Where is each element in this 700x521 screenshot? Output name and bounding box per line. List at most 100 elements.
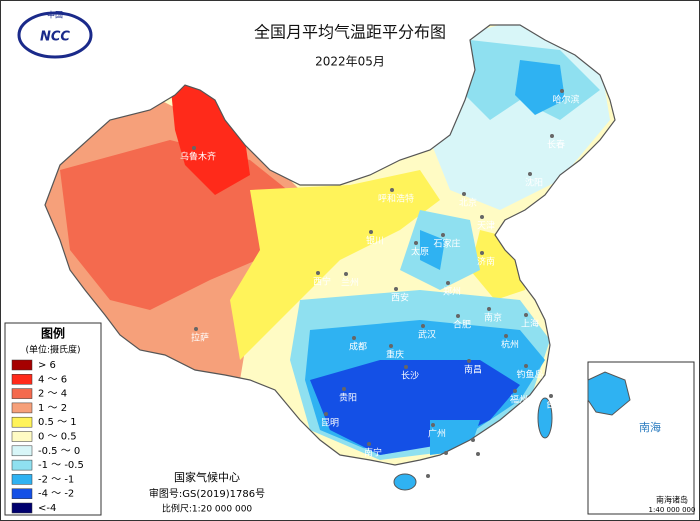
city-label: 广州 bbox=[428, 428, 446, 440]
city-dot bbox=[524, 313, 528, 317]
city-label: 南宁 bbox=[364, 447, 382, 459]
city-dot bbox=[513, 389, 517, 393]
city-dot bbox=[504, 334, 508, 338]
anomaly-region bbox=[515, 60, 565, 115]
city-label: 贵阳 bbox=[339, 392, 357, 404]
city-label: 香港 bbox=[468, 443, 486, 455]
city-label: 台北 bbox=[546, 399, 564, 411]
city-label: 郑州 bbox=[443, 286, 461, 298]
city-dot bbox=[389, 344, 393, 348]
city-dot bbox=[192, 146, 196, 150]
footer-approval: 审图号:GS(2019)1786号 bbox=[149, 487, 265, 500]
legend-title: 图例 bbox=[41, 326, 65, 341]
city-dot bbox=[462, 192, 466, 196]
city-label: 西宁 bbox=[313, 276, 331, 288]
legend-label: -1 ～ -0.5 bbox=[38, 460, 84, 471]
city-dot bbox=[480, 251, 484, 255]
city-dot bbox=[446, 281, 450, 285]
legend: 图例 (单位:摄氏度) > 6 4 ～ 6 2 ～ 4 1 ～ 2 0.5 ～ 1 0 ～… bbox=[4, 322, 102, 516]
taiwan bbox=[537, 397, 553, 439]
legend-label: 1 ～ 2 bbox=[38, 403, 67, 414]
city-label: 钓鱼岛 bbox=[516, 369, 543, 381]
city-label: 上海 bbox=[521, 318, 539, 330]
inset-sea: 南海 bbox=[639, 420, 661, 434]
city-dot bbox=[560, 89, 564, 93]
city-label: 成都 bbox=[349, 341, 367, 353]
city-dot bbox=[426, 474, 430, 478]
legend-swatch bbox=[11, 445, 33, 457]
city-label: 南京 bbox=[484, 312, 502, 324]
legend-swatch bbox=[11, 431, 33, 442]
legend-label: <-4 bbox=[38, 503, 56, 514]
city-label: 拉萨 bbox=[191, 332, 209, 344]
city-dot bbox=[344, 272, 348, 276]
legend-label: > 6 bbox=[38, 360, 56, 371]
city-label: 东沙群岛 bbox=[464, 457, 500, 469]
city-label: 沈阳 bbox=[525, 177, 543, 189]
city-dot bbox=[404, 365, 408, 369]
footer-scale: 比例尺:1:20 000 000 bbox=[162, 503, 253, 515]
city-dot bbox=[441, 233, 445, 237]
legend-unit: (单位:摄氏度) bbox=[25, 344, 80, 356]
legend-swatch bbox=[11, 502, 33, 514]
logo-top: 中国 bbox=[47, 10, 63, 20]
legend-swatch bbox=[11, 416, 33, 428]
legend-label: 0 ～ 0.5 bbox=[38, 432, 77, 443]
city-label: 太原 bbox=[411, 246, 429, 258]
anomaly-region bbox=[170, 80, 250, 195]
city-dot bbox=[414, 241, 418, 245]
city-label: 杭州 bbox=[501, 339, 519, 351]
city-dot bbox=[487, 307, 491, 311]
city-dot bbox=[390, 188, 394, 192]
inset-scale: 1:40 000 000 bbox=[649, 506, 696, 514]
legend-swatch bbox=[11, 459, 33, 471]
city-dot bbox=[467, 359, 471, 363]
city-dot bbox=[524, 364, 528, 368]
city-dot bbox=[476, 452, 480, 456]
city-dot bbox=[471, 438, 475, 442]
city-label: 长春 bbox=[547, 139, 565, 151]
city-label: 南昌 bbox=[464, 364, 482, 376]
city-dot bbox=[480, 215, 484, 219]
city-dot bbox=[431, 423, 435, 427]
city-label: 兰州 bbox=[341, 277, 359, 289]
logo: 中国 NCC bbox=[17, 10, 93, 59]
subtitle: 2022年05月 bbox=[315, 55, 385, 69]
legend-label: 0.5 ～ 1 bbox=[38, 417, 77, 428]
city-dot bbox=[369, 230, 373, 234]
city-label: 澳门 bbox=[441, 456, 459, 468]
city-label: 呼和浩特 bbox=[378, 193, 414, 205]
city-label: 天津 bbox=[477, 221, 495, 232]
legend-swatch bbox=[11, 402, 33, 414]
city-label: 乌鲁木齐 bbox=[180, 151, 216, 163]
city-dot bbox=[549, 394, 553, 398]
city-dot bbox=[456, 314, 460, 318]
city-label: 海口 bbox=[423, 479, 441, 491]
city-label: 合肥 bbox=[453, 319, 471, 331]
city-dot bbox=[342, 387, 346, 391]
inset-label: 南海诸岛 bbox=[656, 495, 688, 505]
city-label: 银川 bbox=[366, 235, 384, 247]
legend-swatch bbox=[11, 359, 33, 371]
city-dot bbox=[324, 412, 328, 416]
city-dot bbox=[316, 271, 320, 275]
city-label: 济南 bbox=[477, 256, 495, 268]
legend-swatch bbox=[11, 374, 33, 385]
city-dot bbox=[367, 442, 371, 446]
legend-swatch bbox=[11, 474, 33, 485]
city-label: 昆明 bbox=[321, 418, 339, 429]
footer-org: 国家气候中心 bbox=[174, 470, 240, 484]
anomaly-region bbox=[60, 140, 300, 310]
city-label: 西安 bbox=[391, 292, 409, 304]
city-label: 哈尔滨 bbox=[552, 94, 579, 106]
anomaly-region bbox=[230, 170, 440, 360]
city-label: 福州 bbox=[510, 394, 528, 406]
legend-label: -0.5 ～ 0 bbox=[38, 446, 80, 457]
city-dot bbox=[421, 324, 425, 328]
legend-label: 4 ～ 6 bbox=[38, 374, 67, 385]
city-dot bbox=[352, 336, 356, 340]
city-dot bbox=[550, 134, 554, 138]
legend-label: -2 ～ -1 bbox=[38, 474, 74, 485]
